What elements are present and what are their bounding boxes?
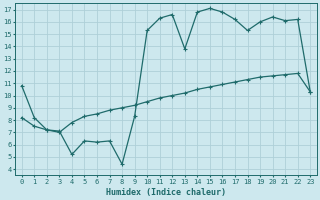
X-axis label: Humidex (Indice chaleur): Humidex (Indice chaleur)	[106, 188, 226, 197]
